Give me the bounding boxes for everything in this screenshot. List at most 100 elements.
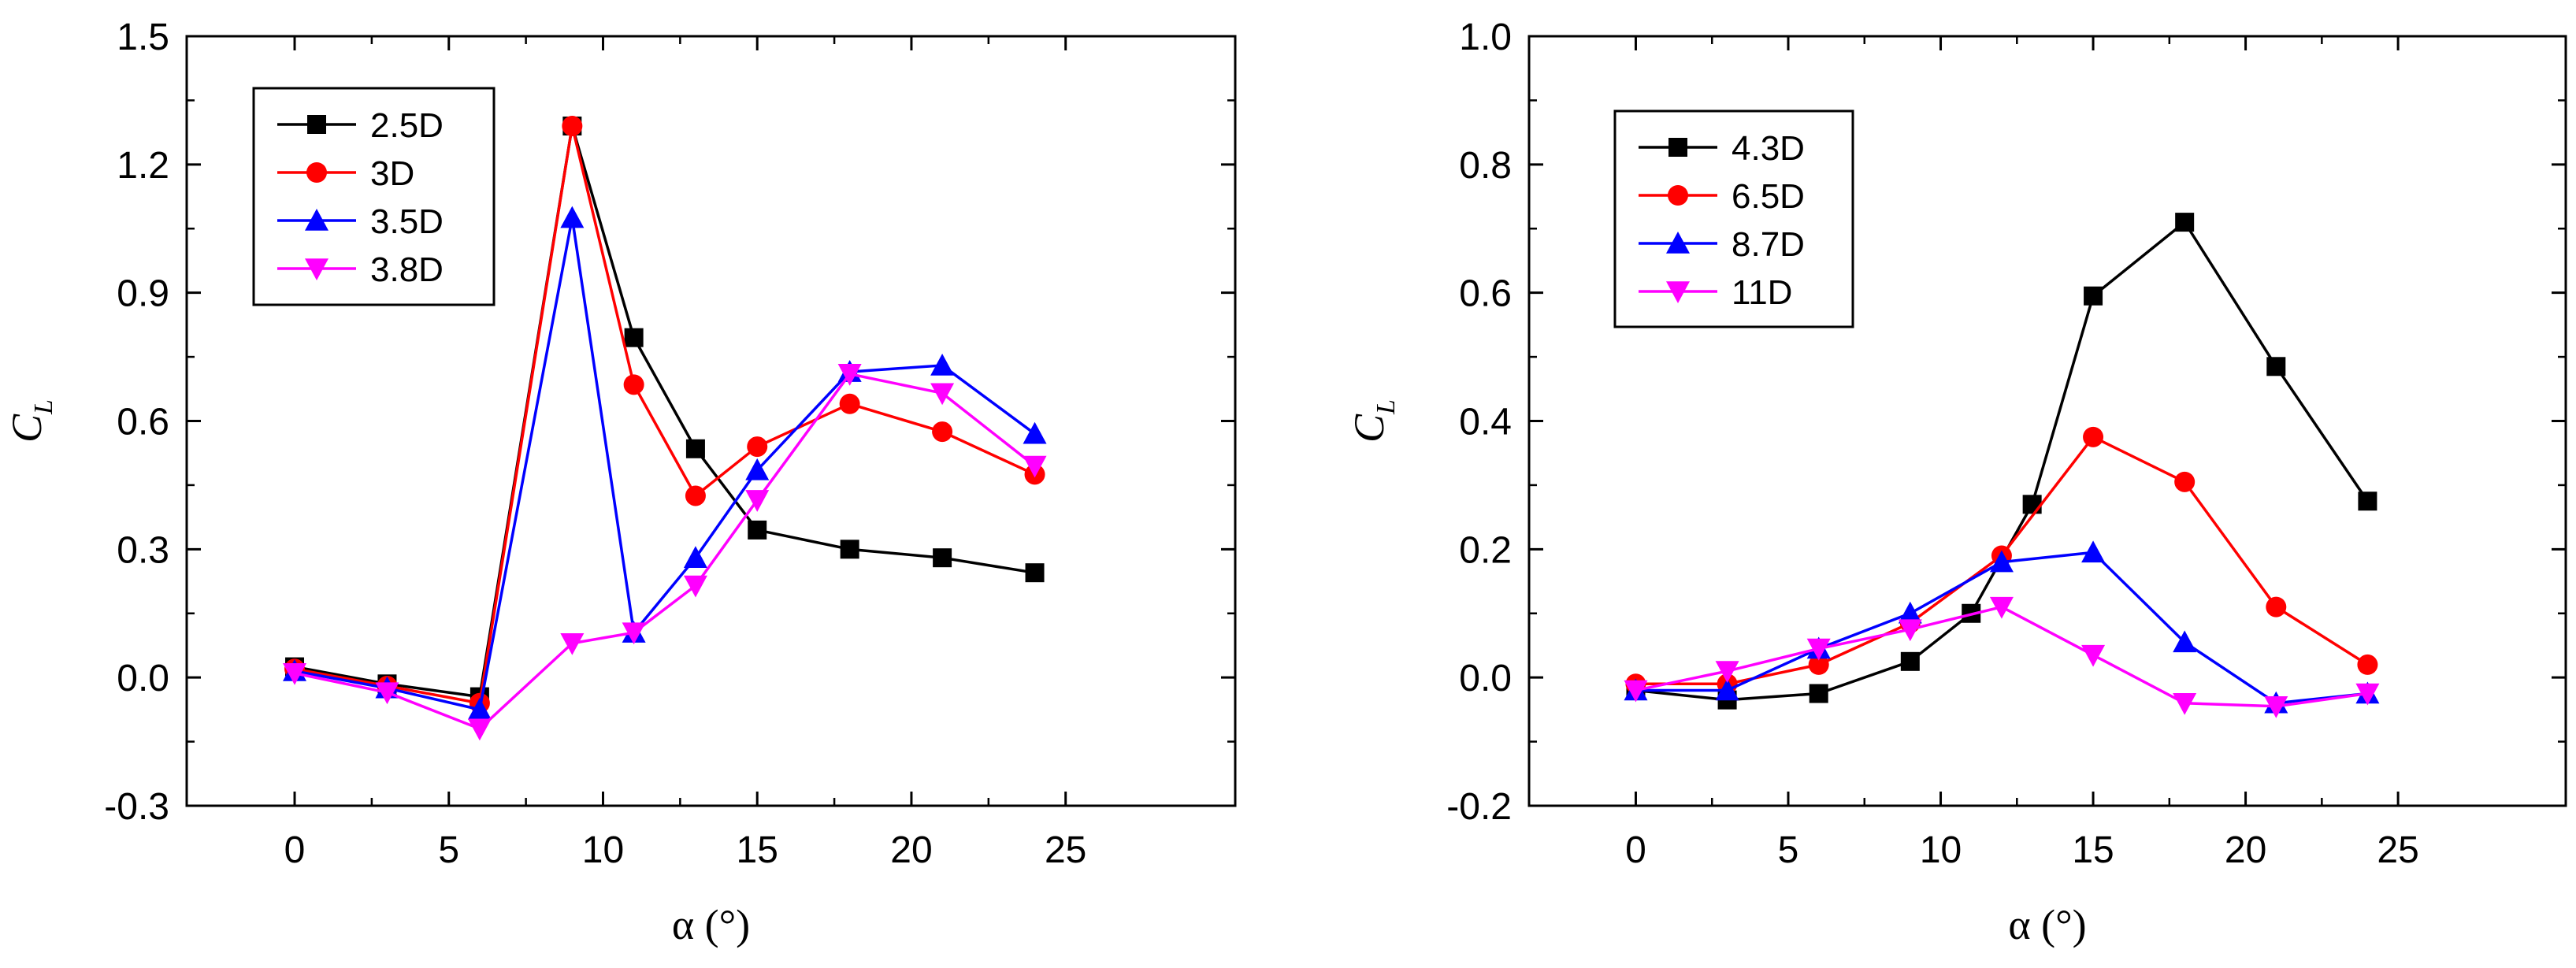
data-point: [683, 546, 707, 568]
data-point: [1808, 654, 1829, 675]
data-point: [1023, 455, 1047, 478]
legend: 2.5D 3D 3.5D 3.8D: [252, 87, 496, 306]
data-point: [467, 697, 492, 720]
data-point: [2173, 630, 2197, 653]
data-point: [839, 393, 860, 414]
legend-label: 3.5D: [370, 202, 444, 241]
series-line: [1635, 551, 2368, 705]
data-point: [2022, 495, 2042, 514]
x-tick-label: 5: [438, 829, 459, 871]
legend-label: 11D: [1732, 273, 1792, 312]
x-tick-label: 5: [1778, 829, 1799, 871]
data-point: [2264, 696, 2288, 718]
data-point: [2174, 471, 2196, 492]
data-point: [930, 383, 955, 406]
y-tick-label: 0.0: [1459, 658, 1512, 699]
data-point: [683, 575, 707, 598]
y-axis-title: CL: [1346, 399, 1401, 443]
series-8.7D: [1624, 540, 2380, 714]
y-tick-label: 0.8: [1459, 145, 1512, 187]
data-point: [1624, 680, 1648, 703]
data-point: [560, 632, 585, 655]
series-line: [294, 124, 1035, 699]
y-tick-label: 1.0: [1459, 17, 1512, 58]
legend-marker: [1668, 138, 1687, 157]
legend-label: 2.5D: [370, 106, 444, 145]
y-tick-label: 0.6: [1459, 273, 1512, 315]
x-tick-label: 15: [737, 829, 778, 871]
data-point: [840, 540, 859, 559]
legend-marker: [307, 115, 326, 134]
data-point: [2358, 491, 2377, 511]
data-point: [1806, 638, 1831, 661]
legend-label: 3D: [370, 154, 414, 193]
legend-marker: [1666, 281, 1690, 303]
data-point: [2084, 286, 2103, 306]
x-axis-title: α (°): [672, 901, 750, 948]
data-point: [1900, 651, 1920, 671]
data-point: [623, 374, 644, 395]
x-tick-label: 20: [2225, 829, 2266, 871]
y-tick-label: 1.2: [117, 145, 169, 187]
y-tick-label: 0.4: [1459, 402, 1512, 443]
legend-label: 8.7D: [1732, 225, 1805, 264]
data-point: [745, 458, 770, 480]
y-tick-label: -0.2: [1446, 786, 1512, 828]
data-point: [2081, 540, 2106, 563]
series-line: [294, 216, 1036, 711]
data-point: [1898, 601, 1922, 624]
left-chart-panel: 0 5 10 15 20 25 -0.3 0.0 0.3 0.6 0.9 1.2 1.5 α (°) CL 2…: [3, 17, 1237, 948]
legend-label: 6.5D: [1732, 177, 1805, 216]
y-tick-label: 1.5: [117, 17, 169, 58]
y-axis-title: CL: [3, 399, 58, 443]
data-point: [560, 206, 585, 228]
x-tick-label: 25: [1045, 829, 1086, 871]
legend-marker: [306, 162, 327, 183]
data-point: [1715, 661, 1739, 684]
data-point: [375, 682, 399, 705]
data-point: [748, 520, 767, 540]
x-tick-label: 20: [890, 829, 932, 871]
legend-marker: [305, 209, 328, 231]
data-point: [747, 436, 768, 458]
data-point: [562, 115, 583, 136]
data-point: [933, 548, 952, 568]
data-point: [1989, 596, 2014, 619]
legend: 4.3D 6.5D 8.7D 11D: [1613, 109, 1854, 328]
data-point: [2083, 426, 2104, 447]
y-tick-label: 0.0: [117, 658, 169, 699]
data-point: [685, 485, 706, 506]
y-tick-label: -0.3: [104, 786, 169, 828]
series-line: [294, 373, 1036, 731]
data-point: [2081, 644, 2106, 667]
data-point: [2175, 213, 2195, 232]
x-tick-label: 0: [1625, 829, 1646, 871]
y-tick-label: 0.3: [117, 529, 169, 571]
data-point: [1023, 421, 1047, 444]
y-tick-label: 0.2: [1459, 529, 1512, 571]
x-tick-label: 0: [284, 829, 306, 871]
x-tick-label: 15: [2072, 829, 2114, 871]
data-point: [624, 328, 644, 347]
data-point: [745, 490, 770, 512]
data-point: [685, 439, 705, 458]
data-point: [1715, 678, 1739, 701]
series-11D: [1624, 596, 2380, 718]
legend-marker: [1668, 185, 1688, 206]
data-point: [283, 662, 307, 685]
data-point: [1809, 684, 1828, 703]
x-tick-label: 10: [582, 829, 624, 871]
series-line: [294, 124, 1036, 705]
y-tick-label: 0.6: [117, 402, 169, 443]
data-point: [1898, 619, 1922, 642]
data-point: [2266, 596, 2287, 618]
data-point: [622, 622, 646, 645]
data-point: [2173, 692, 2197, 715]
data-point: [1989, 550, 2014, 573]
x-axis-title: α (°): [2008, 901, 2086, 948]
legend-label: 4.3D: [1732, 129, 1805, 168]
y-tick-label: 0.9: [117, 273, 169, 315]
x-tick-label: 10: [1920, 829, 1962, 871]
data-point: [2357, 654, 2378, 675]
